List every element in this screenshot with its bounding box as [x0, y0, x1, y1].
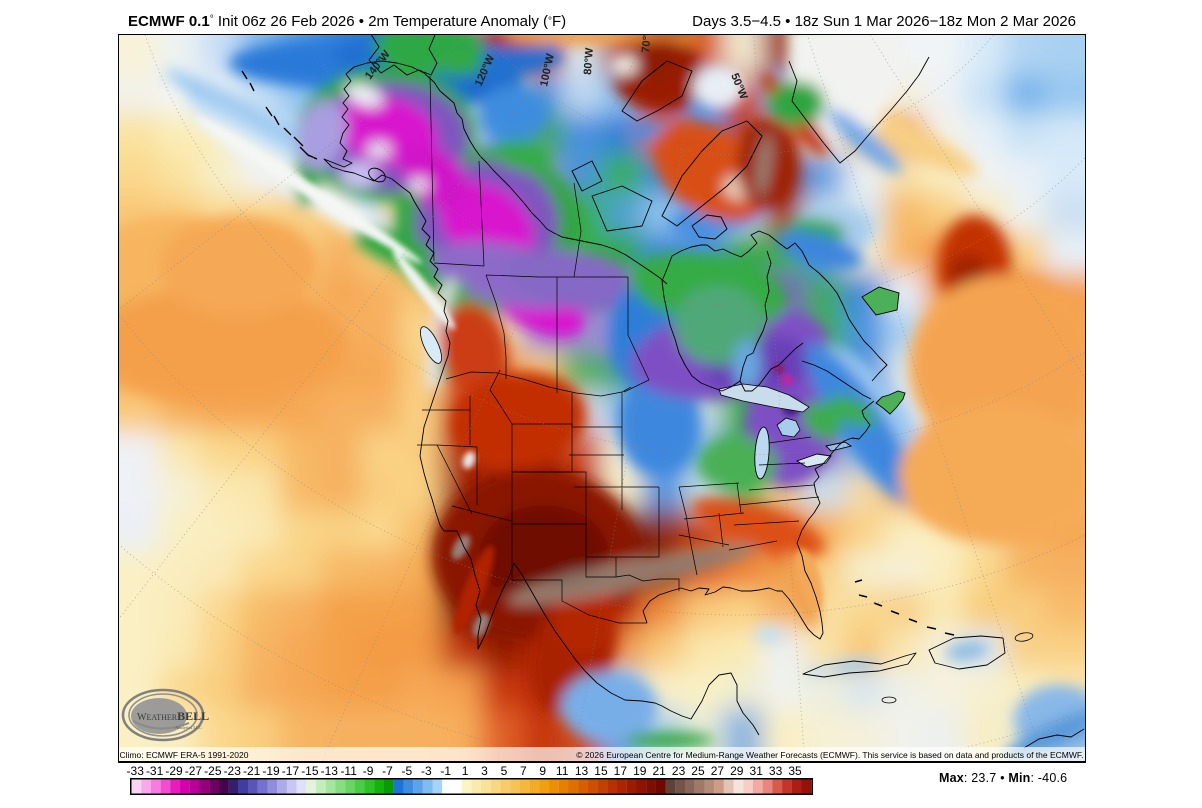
- svg-text:Analytics LLC: Analytics LLC: [175, 725, 202, 730]
- svg-text:70°W: 70°W: [640, 35, 654, 53]
- svg-text:80°W: 80°W: [582, 47, 596, 75]
- svg-text:WEATHERBELL: WEATHERBELL: [137, 709, 209, 723]
